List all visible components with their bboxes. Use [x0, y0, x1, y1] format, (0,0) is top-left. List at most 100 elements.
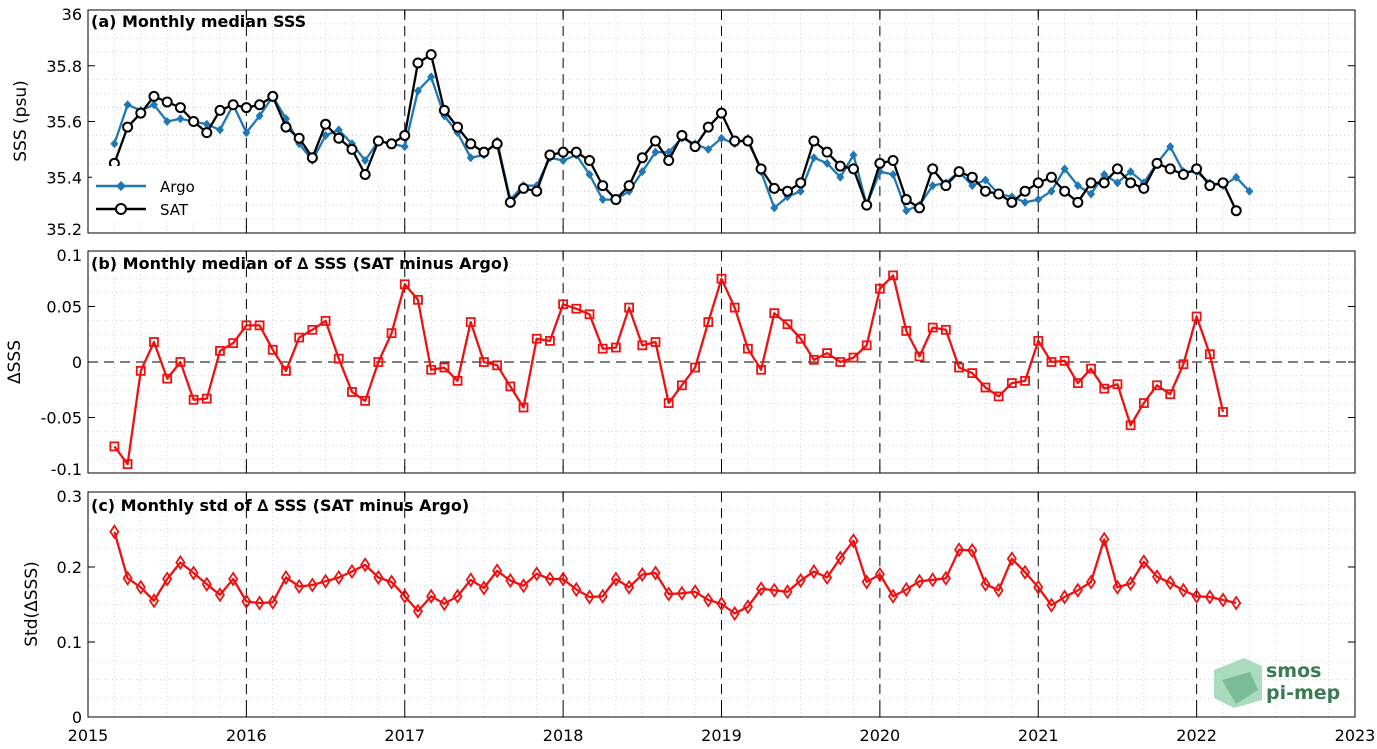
data-point: [967, 368, 978, 379]
data-point: [1230, 205, 1242, 217]
data-point: [940, 570, 951, 586]
data-point: [412, 57, 424, 69]
data-point: [465, 572, 476, 588]
data-point: [729, 605, 740, 622]
data-point: [439, 596, 450, 612]
logo-text-smos: smos: [1266, 660, 1321, 682]
legend-box: [92, 166, 210, 222]
data-point: [293, 132, 305, 144]
data-point: [808, 563, 819, 580]
data-point: [267, 594, 278, 610]
data-point: [1085, 574, 1097, 590]
data-point: [321, 130, 330, 140]
panel-b-ytick-label: -0.1: [51, 460, 82, 479]
data-point: [742, 599, 753, 615]
data-point: [188, 116, 200, 127]
data-point: [1217, 592, 1229, 608]
data-point: [163, 117, 172, 126]
data-point: [637, 566, 648, 583]
data-point: [425, 49, 437, 61]
data-point: [215, 345, 225, 356]
data-point: [940, 324, 951, 335]
data-point: [704, 144, 713, 154]
data-point: [386, 138, 398, 150]
data-point: [267, 90, 279, 102]
data-point: [466, 153, 475, 163]
data-point: [598, 195, 607, 205]
data-point: [135, 365, 146, 376]
data-point: [808, 354, 819, 365]
data-point: [452, 121, 464, 133]
data-point: [848, 352, 859, 363]
data-point: [821, 146, 833, 158]
data-point: [518, 402, 529, 413]
data-point: [254, 99, 266, 111]
data-point: [795, 572, 806, 589]
data-point: [188, 394, 199, 405]
data-point: [558, 571, 569, 587]
data-point: [1232, 172, 1241, 182]
data-point: [201, 127, 213, 139]
data-point: [1126, 167, 1135, 177]
data-point: [887, 588, 899, 604]
data-point: [636, 152, 648, 164]
data-point: [676, 129, 688, 141]
data-point: [122, 459, 133, 470]
data-point: [874, 283, 885, 294]
data-point: [716, 596, 727, 612]
data-point: [1152, 380, 1162, 391]
panel-c-ytick-label: 0.1: [57, 633, 82, 652]
data-point: [981, 175, 990, 185]
panel-a-ytick-label: 35.8: [46, 57, 82, 76]
data-point: [122, 121, 134, 133]
data-point: [809, 153, 818, 163]
data-point: [1032, 177, 1044, 189]
data-point: [373, 357, 384, 367]
data-point: [175, 357, 186, 367]
data-point: [822, 348, 832, 359]
data-point: [795, 177, 807, 189]
data-point: [1177, 168, 1189, 180]
data-point: [1021, 197, 1030, 207]
data-point: [307, 577, 318, 593]
data-point: [214, 587, 226, 603]
data-point: [690, 584, 701, 600]
data-point: [161, 96, 173, 108]
data-point: [1112, 379, 1123, 390]
data-point: [940, 180, 952, 192]
panel-a-series-0-line: [113, 75, 1251, 212]
data-point: [201, 576, 212, 592]
panel-a-title: (a) Monthly median SSS: [91, 12, 306, 31]
data-point: [1138, 554, 1149, 570]
data-point: [1204, 349, 1215, 360]
data-point: [176, 114, 185, 124]
data-point: [347, 387, 357, 397]
data-point: [504, 196, 516, 208]
data-point: [980, 576, 991, 592]
data-point: [1086, 363, 1096, 374]
data-point: [227, 99, 239, 111]
panel-b-ytick-label: 0.05: [46, 298, 82, 317]
data-point: [175, 554, 186, 571]
data-point: [109, 441, 120, 452]
data-point: [333, 353, 344, 364]
data-point: [1087, 189, 1096, 199]
data-point: [1245, 186, 1254, 196]
legend: Argo SAT: [92, 166, 210, 222]
data-point: [1191, 163, 1203, 175]
data-point: [900, 194, 912, 206]
data-point: [717, 133, 726, 143]
data-point: [571, 581, 582, 598]
data-point: [413, 86, 422, 96]
x-tick-label: 2022: [1176, 726, 1217, 745]
data-point: [360, 557, 371, 573]
panel-c-ylabel: Std(ΔSSS): [22, 561, 42, 647]
data-point: [439, 362, 450, 373]
data-point: [465, 138, 477, 150]
data-point: [399, 588, 410, 604]
data-point: [1178, 359, 1189, 370]
data-point: [122, 570, 133, 586]
data-point: [1151, 157, 1163, 169]
panel-b-ytick-label: -0.05: [41, 409, 82, 428]
data-point: [1072, 582, 1083, 598]
